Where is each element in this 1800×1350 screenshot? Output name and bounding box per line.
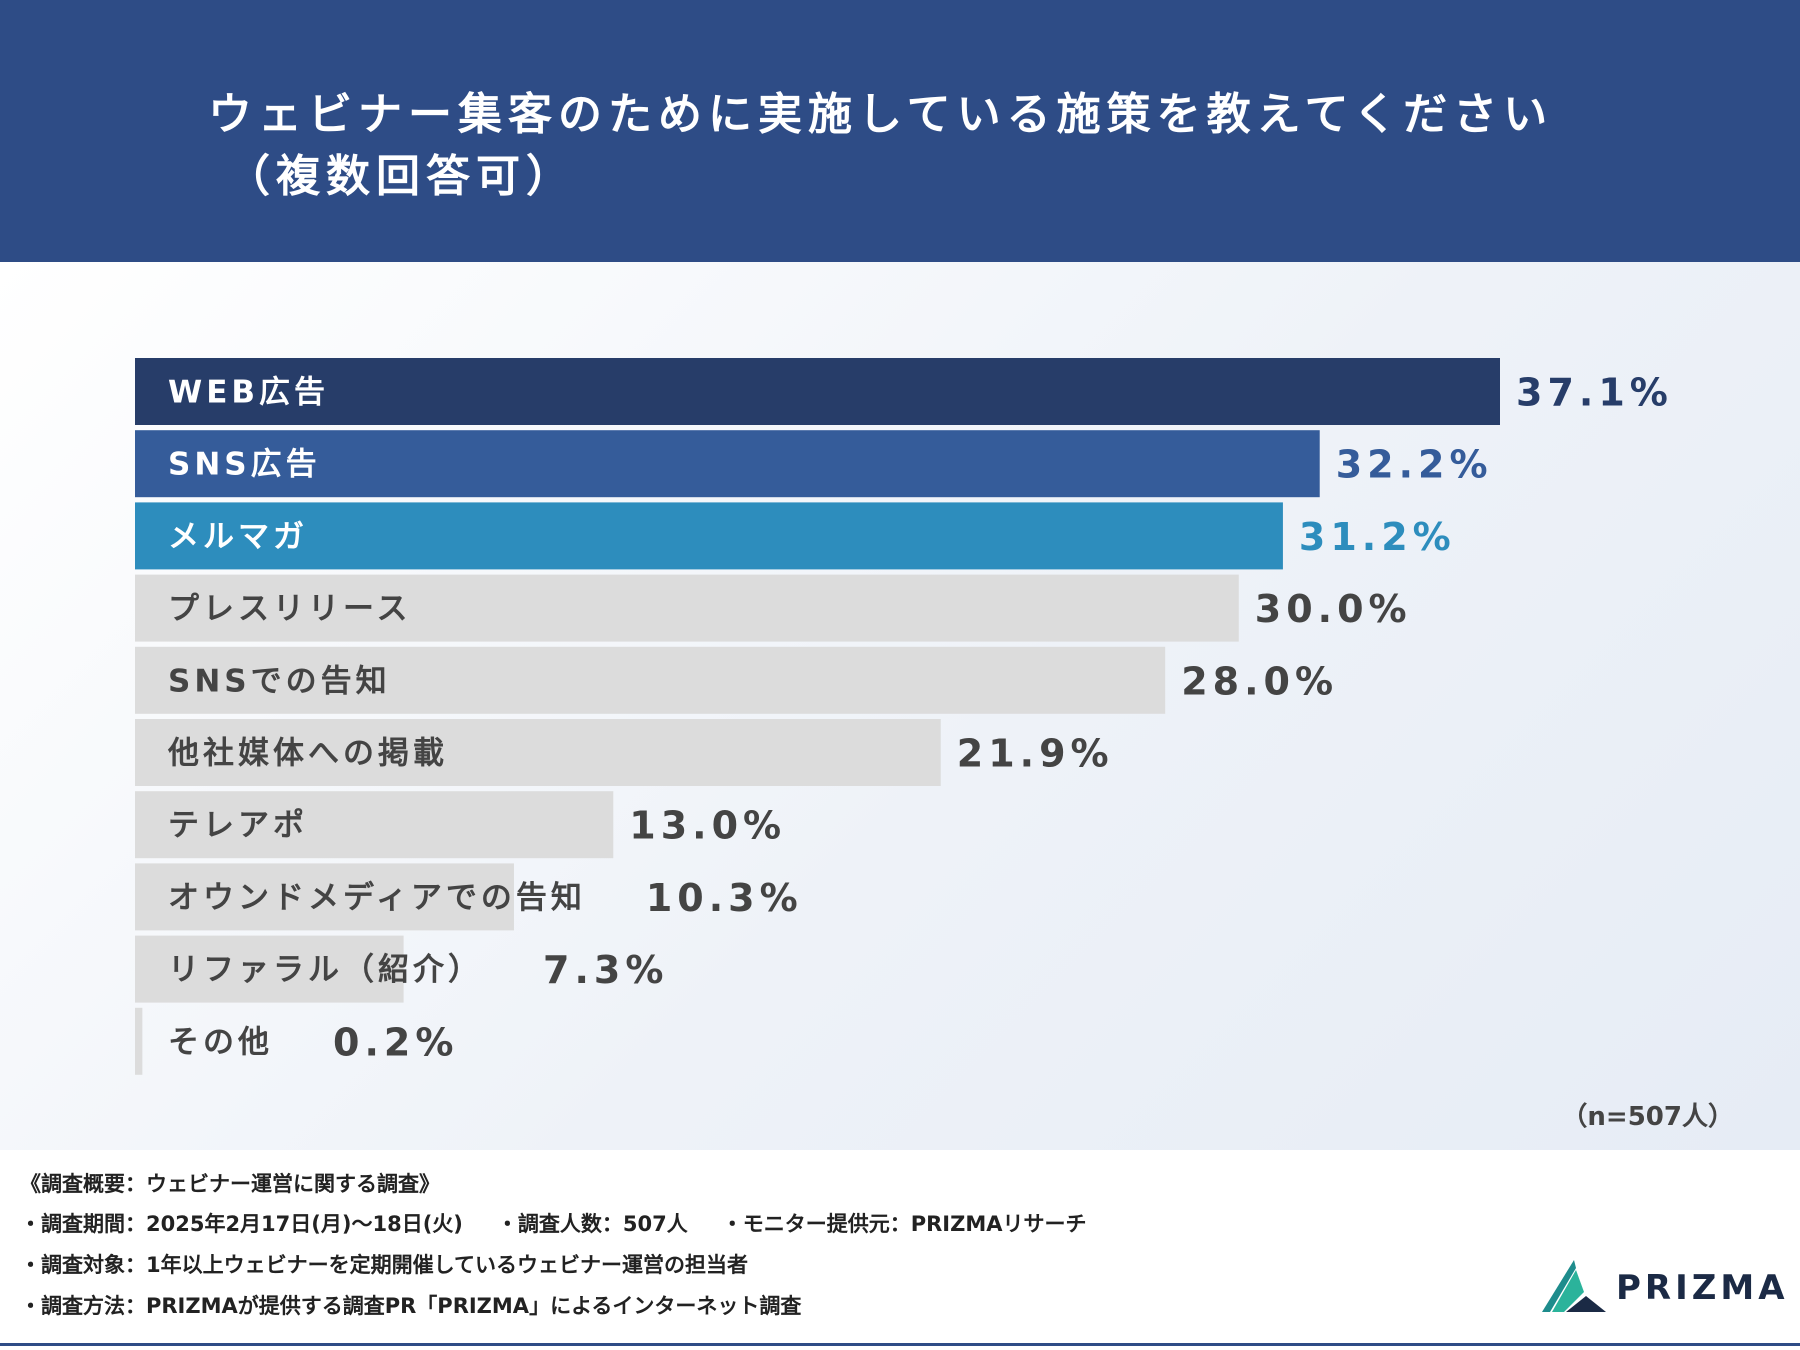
bar [135,574,1239,642]
survey-respondents: ・調査人数：507人 [496,1212,688,1236]
chart-subtitle: （複数回答可） [226,151,576,202]
chart-title: ウェビナー集客のために実施している施策を教えてください [208,89,1554,140]
bar-value-label: 28.0% [1181,659,1338,703]
survey-method: ・調査方法：PRIZMAが提供する調査PR「PRIZMA」によるインターネット調… [20,1294,802,1318]
bar-category-label: その他 [168,1024,273,1060]
bar [135,935,404,1003]
bar-category-label: テレアポ [168,808,308,844]
survey-period: ・調査期間：2025年2月17日(月)〜18日(火) [20,1212,463,1236]
bar-value-label: 30.0% [1255,587,1412,631]
bar [135,358,1500,425]
bar-chart: WEB広告 37.1% SNS広告 32.2% メルマガ 31.2% プレスリリース 30.0… [135,358,1673,1075]
bar-value-label: 37.1% [1516,371,1673,415]
bar-value-label: 0.2% [333,1020,458,1064]
bar-value-label: 31.2% [1299,515,1456,559]
bar-category-label: オウンドメディアでの告知 [168,880,586,916]
bar-category-label: SNS広告 [168,447,321,483]
bar-category-label: リファラル（紹介） [168,952,483,988]
prizma-logo-text: PRIZMA [1616,1268,1789,1308]
bar-category-label: SNSでの告知 [168,663,391,699]
bar-value-label: 13.0% [629,804,786,848]
bar-category-label: 他社媒体への掲載 [167,736,448,772]
survey-target: ・調査対象：1年以上ウェビナーを定期開催しているウェビナー運営の担当者 [20,1253,748,1277]
survey-details-row: ・調査期間：2025年2月17日(月)〜18日(火) ・調査人数：507人 ・モニタ… [20,1208,1087,1238]
bar [135,646,1166,714]
bar-value-label: 7.3% [543,948,668,992]
bar-value-label: 10.3% [646,876,803,920]
bar-category-label: プレスリリース [168,591,411,627]
survey-footer: 《調査概要：ウェビナー運営に関する調査》 ・調査期間：2025年2月17日(月)… [0,1150,1800,1350]
bar [135,863,514,931]
prizma-logo: PRIZMA [1540,1258,1785,1318]
sample-size: （n=507人） [1561,1102,1734,1132]
prizma-logo-icon [1542,1260,1606,1312]
bar [135,1007,143,1075]
footer-divider [0,1343,1800,1346]
bar-value-label: 21.9% [957,732,1114,776]
header-banner: ウェビナー集客のために実施している施策を教えてください （複数回答可） [0,0,1800,262]
survey-summary: 《調査概要：ウェビナー運営に関する調査》 [20,1172,440,1196]
bar-category-label: WEB広告 [168,375,329,411]
survey-provider: ・モニター提供元：PRIZMAリサーチ [721,1212,1087,1236]
bar [135,430,1320,498]
bar-category-label: メルマガ [168,519,308,555]
bar-value-label: 32.2% [1336,443,1493,487]
bar [135,502,1283,570]
bar [135,791,614,859]
bar [135,719,941,786]
